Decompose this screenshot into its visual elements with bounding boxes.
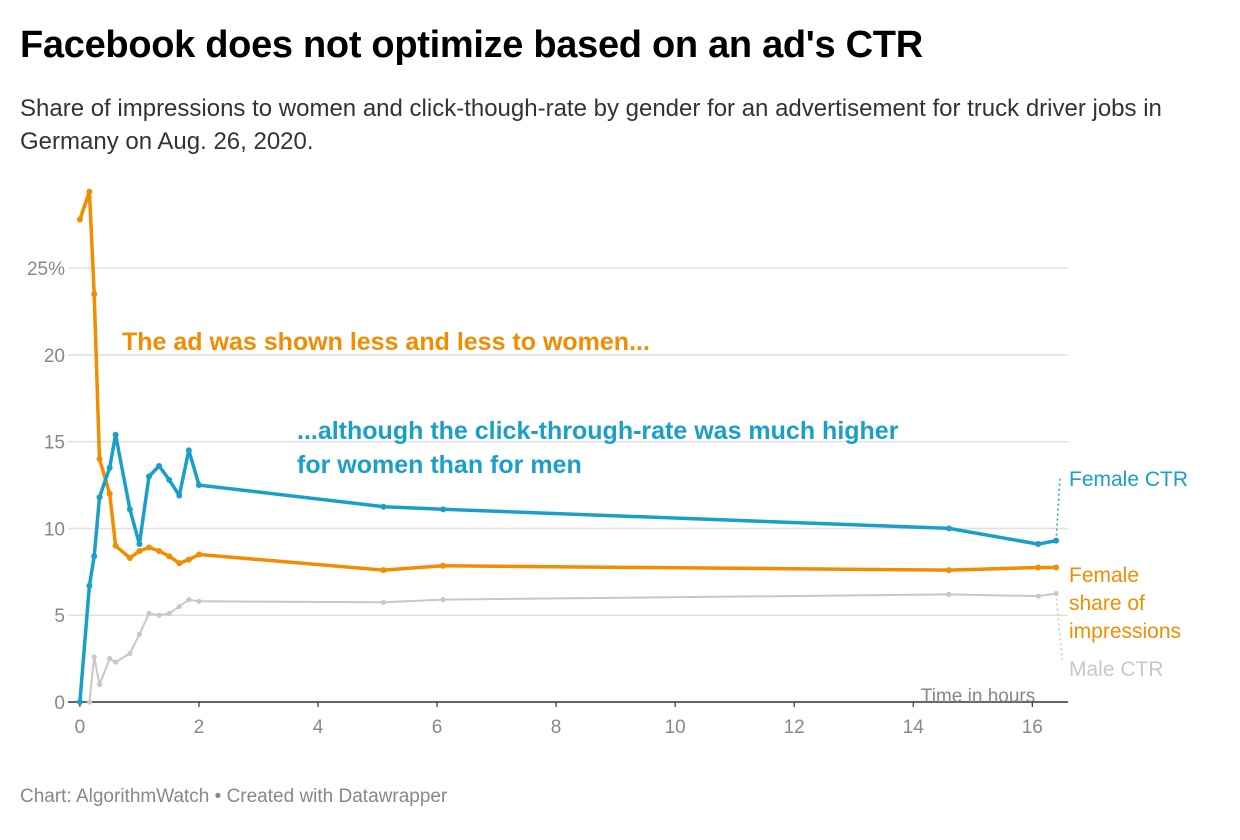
data-point <box>440 597 446 603</box>
data-point <box>127 650 133 657</box>
series-line <box>88 592 1058 703</box>
data-point <box>195 551 202 558</box>
x-tick-label: 6 <box>432 717 443 738</box>
data-point <box>1035 593 1041 599</box>
data-point <box>91 654 97 660</box>
data-point <box>136 548 143 555</box>
data-point <box>1035 564 1042 571</box>
data-point <box>946 591 952 597</box>
data-point <box>166 476 173 483</box>
y-axis-tick-labels: 0 5 10 15 20 25% <box>27 259 65 714</box>
y-tick-label: 25% <box>27 259 65 280</box>
data-point <box>96 682 103 688</box>
data-point <box>1053 564 1060 571</box>
annotation-ctr-higher-line2: for women than for men <box>297 451 582 479</box>
data-point <box>156 548 163 555</box>
x-axis-title: Time in hours <box>921 686 1035 707</box>
series-label: share of <box>1069 592 1145 615</box>
data-point <box>91 553 98 560</box>
data-point <box>145 473 152 480</box>
y-tick-label: 10 <box>44 519 65 540</box>
chart-credit: Chart: AlgorithmWatch • Created with Dat… <box>20 786 448 807</box>
data-point <box>1035 541 1042 548</box>
data-point <box>76 699 83 705</box>
data-point <box>91 291 98 298</box>
y-tick-label: 0 <box>54 693 65 714</box>
x-tick-label: 14 <box>903 717 925 738</box>
chart-subtitle: Share of impressions to women and click-… <box>20 95 1162 155</box>
data-point <box>195 482 202 489</box>
series-label: Female <box>1069 564 1139 587</box>
data-point <box>136 541 143 548</box>
series-lines <box>76 188 1060 705</box>
data-point <box>96 456 103 463</box>
data-point <box>86 188 93 195</box>
data-point <box>136 631 143 637</box>
series-labels: Female CTR Female share of impressions Male … <box>1055 468 1188 681</box>
data-point <box>113 659 119 665</box>
data-point <box>106 490 113 497</box>
data-point <box>196 598 202 604</box>
data-point <box>176 492 183 499</box>
data-point <box>380 599 387 605</box>
x-tick-label: 8 <box>551 717 562 738</box>
x-tick-label: 4 <box>313 717 324 738</box>
data-point <box>126 554 133 561</box>
series-female-share-of-impressions <box>76 188 1060 574</box>
series-label: Male CTR <box>1069 658 1164 681</box>
data-point <box>107 656 113 662</box>
data-point <box>185 447 192 454</box>
data-point <box>176 560 183 567</box>
data-point <box>380 503 387 510</box>
series-label: Female CTR <box>1069 468 1188 491</box>
annotation-ctr-higher-line1: ...although the click-through-rate was m… <box>297 417 899 445</box>
data-point <box>76 216 83 223</box>
data-point <box>156 612 162 618</box>
data-point <box>945 525 952 532</box>
data-point <box>96 494 103 501</box>
y-tick-label: 20 <box>44 346 65 367</box>
series-label: impressions <box>1069 620 1181 643</box>
annotation-women-shown-less: The ad was shown less and less to women.… <box>122 328 650 356</box>
data-point <box>186 597 192 603</box>
label-leader-line <box>1055 477 1061 541</box>
data-point <box>145 544 152 551</box>
grid-lines <box>68 267 1068 616</box>
x-axis-tick-labels: 0 2 4 6 8 10 12 14 16 <box>75 702 1043 738</box>
series-female-ctr <box>76 431 1060 705</box>
data-point <box>166 610 172 617</box>
data-point <box>945 567 952 574</box>
data-point <box>126 506 133 513</box>
data-point <box>440 506 446 513</box>
x-tick-label: 10 <box>665 717 686 738</box>
x-tick-label: 2 <box>194 717 205 738</box>
data-point <box>112 542 119 549</box>
series-male-ctr <box>86 590 1059 705</box>
x-tick-label: 16 <box>1022 717 1043 738</box>
x-tick-label: 0 <box>75 717 86 738</box>
label-leader-line <box>1055 593 1063 661</box>
data-point <box>86 582 93 589</box>
data-point <box>185 556 192 563</box>
x-tick-label: 12 <box>784 717 805 738</box>
data-point <box>380 567 387 574</box>
data-point <box>166 553 173 560</box>
data-point <box>112 431 119 438</box>
data-point <box>146 610 152 617</box>
data-point <box>86 699 93 705</box>
y-tick-label: 15 <box>44 433 65 454</box>
data-point <box>106 464 113 471</box>
y-tick-label: 5 <box>54 606 65 627</box>
chart-title: Facebook does not optimize based on an a… <box>20 24 923 66</box>
data-point <box>156 462 163 469</box>
data-point <box>440 562 446 569</box>
data-point <box>176 603 182 610</box>
